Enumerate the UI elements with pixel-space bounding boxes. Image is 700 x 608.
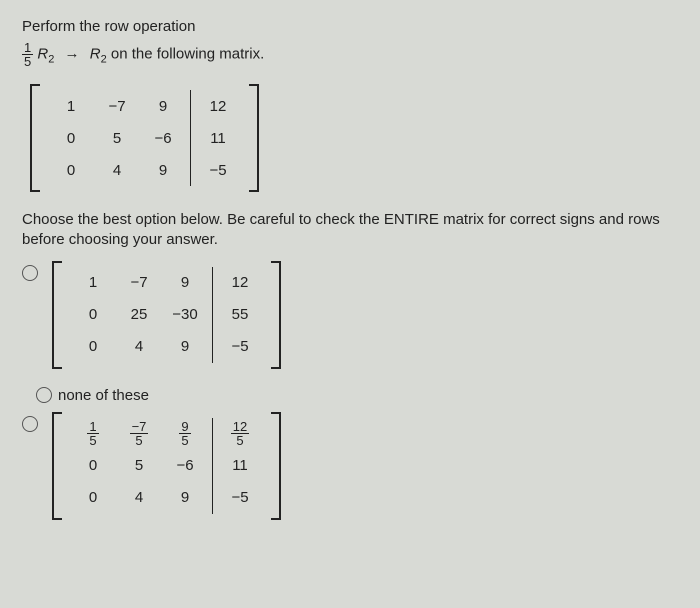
radio-icon[interactable] bbox=[22, 265, 38, 281]
instruction-choose: Choose the best option below. Be careful… bbox=[22, 210, 678, 251]
row-operation: 1 5 R2 → R2 on the following matrix. bbox=[22, 41, 678, 68]
operation-tail: on the following matrix. bbox=[111, 45, 264, 62]
instruction-title: Perform the row operation bbox=[22, 18, 678, 35]
radio-icon[interactable] bbox=[22, 416, 38, 432]
radio-icon[interactable] bbox=[36, 387, 52, 403]
matrix-option-c: 1500 −7554 95−69 12511−5 bbox=[52, 412, 281, 520]
option-none[interactable]: none of these bbox=[36, 387, 678, 404]
option-c[interactable]: 1500 −7554 95−69 12511−5 bbox=[22, 412, 678, 534]
arrow-icon: → bbox=[65, 45, 80, 62]
r-symbol-2: R bbox=[90, 45, 101, 62]
matrix-option-a: 1 0 0 −7 25 4 9 −30 9 12 55 −5 bbox=[52, 261, 281, 369]
r-symbol-1: R bbox=[37, 45, 48, 62]
matrix-given: 1 0 0 −7 5 4 9 −6 9 12 11 −5 bbox=[30, 84, 259, 192]
none-label: none of these bbox=[58, 387, 149, 404]
fraction-one-fifth: 1 5 bbox=[22, 41, 33, 68]
option-a[interactable]: 1 0 0 −7 25 4 9 −30 9 12 55 −5 bbox=[22, 261, 678, 383]
